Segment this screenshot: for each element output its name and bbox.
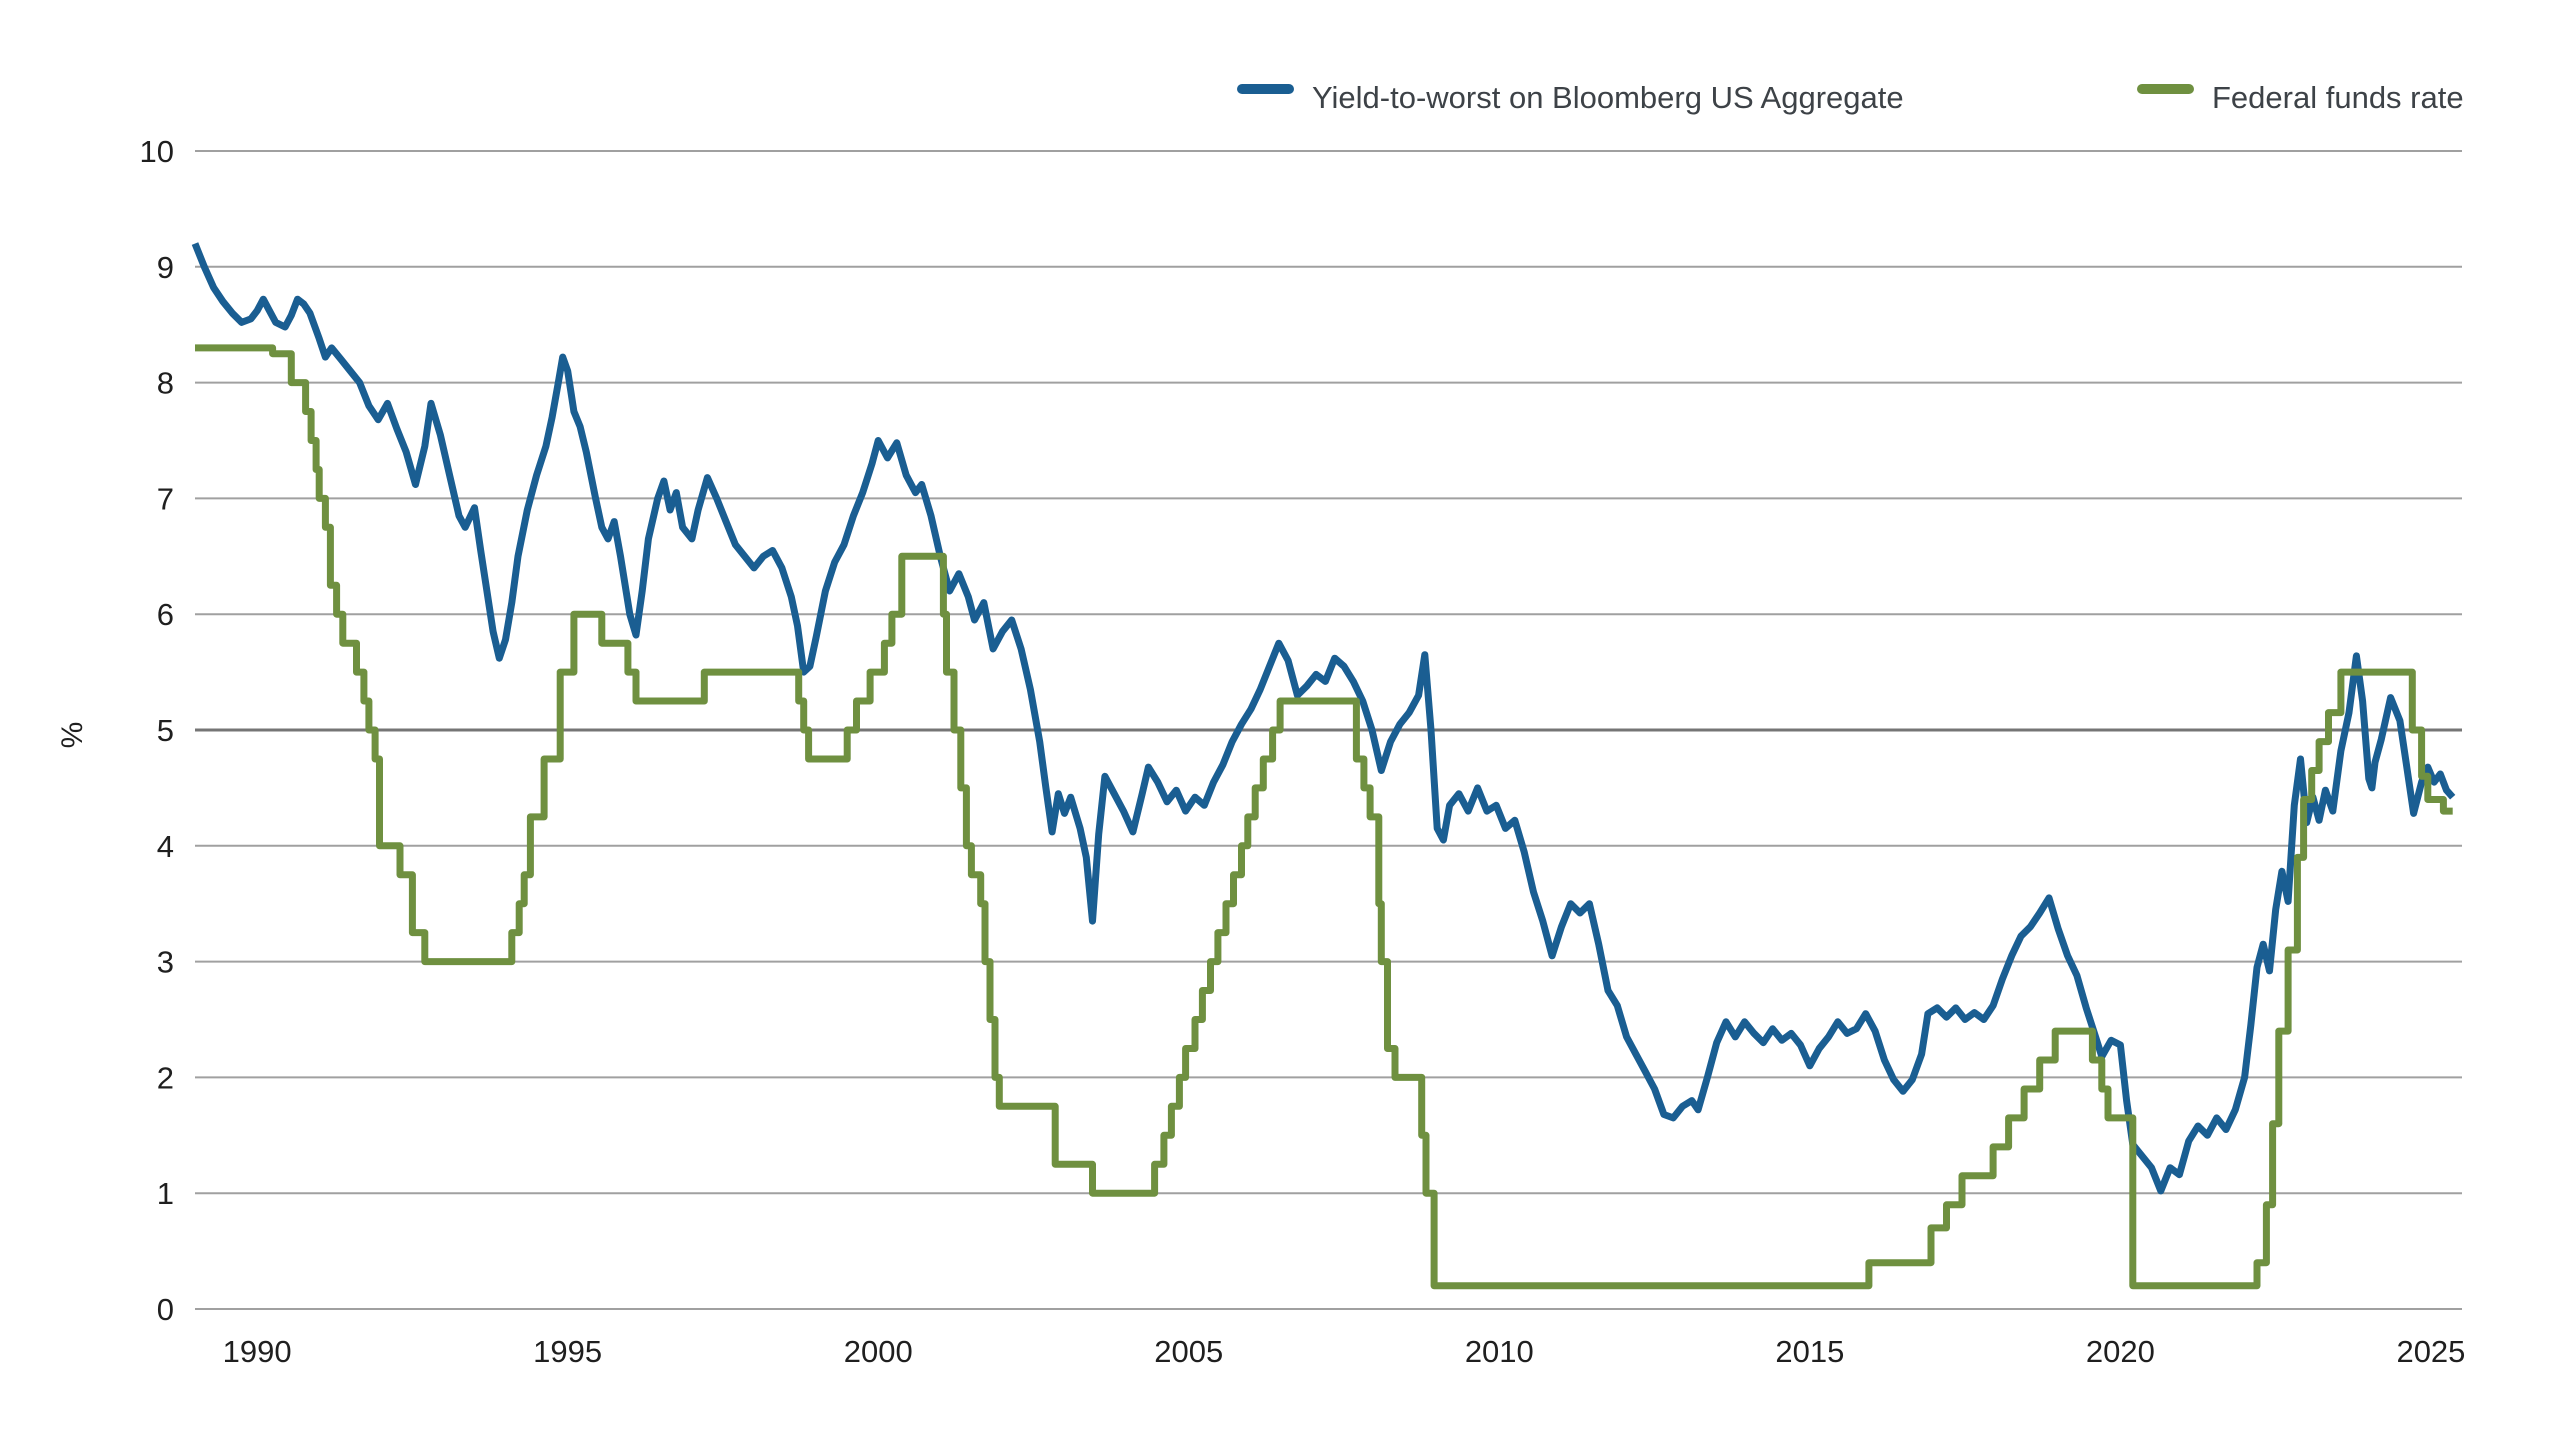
- y-tick-label: 10: [140, 134, 174, 169]
- y-tick-label: 6: [157, 597, 174, 632]
- chart-legend: Yield-to-worst on Bloomberg US Aggregate…: [1237, 80, 2464, 115]
- y-tick-label: 9: [157, 250, 174, 285]
- y-tick-label: 5: [157, 713, 174, 748]
- fed-funds-line: [195, 344, 2453, 1290]
- y-tick-label: 2: [157, 1060, 174, 1095]
- legend-swatch: [1237, 84, 1294, 94]
- legend-item: Federal funds rate: [2137, 80, 2464, 115]
- x-tick-label: 2000: [844, 1334, 913, 1369]
- x-tick-label: 2010: [1465, 1334, 1534, 1369]
- y-tick-label: 7: [157, 481, 174, 516]
- y-tick-label: 1: [157, 1176, 174, 1211]
- x-axis-labels: 1990 1995 2000 2005 2010 2015 2020 2025: [223, 1334, 2466, 1369]
- legend-label: Federal funds rate: [2212, 80, 2464, 115]
- y-axis-labels: 0 1 2 3 4 5 6 7 8 9 10: [140, 134, 174, 1327]
- y-tick-label: 4: [157, 829, 174, 864]
- legend-item: Yield-to-worst on Bloomberg US Aggregate: [1237, 80, 1904, 115]
- y-axis-title: %: [56, 722, 89, 749]
- x-tick-label: 2025: [2396, 1334, 2465, 1369]
- legend-swatch: [2137, 84, 2194, 94]
- legend-label: Yield-to-worst on Bloomberg US Aggregate: [1312, 80, 1904, 115]
- y-tick-label: 8: [157, 366, 174, 401]
- yield-to-worst-line: [191, 242, 2456, 1195]
- x-tick-label: 1995: [533, 1334, 602, 1369]
- x-tick-label: 2005: [1154, 1334, 1223, 1369]
- y-tick-label: 3: [157, 945, 174, 980]
- gridlines: [195, 150, 2462, 1310]
- y-tick-label: 0: [157, 1292, 174, 1327]
- x-tick-label: 2020: [2086, 1334, 2155, 1369]
- x-tick-label: 1990: [223, 1334, 292, 1369]
- x-tick-label: 2015: [1775, 1334, 1844, 1369]
